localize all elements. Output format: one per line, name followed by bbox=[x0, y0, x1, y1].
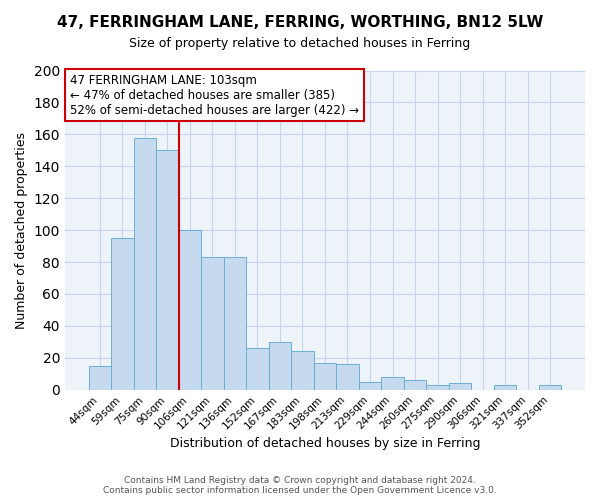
Bar bbox=[494, 385, 517, 390]
Bar bbox=[381, 377, 404, 390]
X-axis label: Distribution of detached houses by size in Ferring: Distribution of detached houses by size … bbox=[170, 437, 480, 450]
Bar bbox=[111, 238, 134, 390]
Bar bbox=[246, 348, 269, 390]
Bar bbox=[269, 342, 291, 390]
Bar bbox=[449, 384, 472, 390]
Text: 47, FERRINGHAM LANE, FERRING, WORTHING, BN12 5LW: 47, FERRINGHAM LANE, FERRING, WORTHING, … bbox=[57, 15, 543, 30]
Bar bbox=[224, 257, 246, 390]
Y-axis label: Number of detached properties: Number of detached properties bbox=[15, 132, 28, 328]
Bar bbox=[179, 230, 201, 390]
Text: 47 FERRINGHAM LANE: 103sqm
← 47% of detached houses are smaller (385)
52% of sem: 47 FERRINGHAM LANE: 103sqm ← 47% of deta… bbox=[70, 74, 359, 116]
Bar bbox=[336, 364, 359, 390]
Bar bbox=[314, 362, 336, 390]
Bar bbox=[89, 366, 111, 390]
Bar bbox=[291, 352, 314, 390]
Bar bbox=[134, 138, 156, 390]
Text: Contains HM Land Registry data © Crown copyright and database right 2024.
Contai: Contains HM Land Registry data © Crown c… bbox=[103, 476, 497, 495]
Text: Size of property relative to detached houses in Ferring: Size of property relative to detached ho… bbox=[130, 38, 470, 51]
Bar bbox=[404, 380, 426, 390]
Bar bbox=[156, 150, 179, 390]
Bar bbox=[201, 257, 224, 390]
Bar bbox=[359, 382, 381, 390]
Bar bbox=[426, 385, 449, 390]
Bar bbox=[539, 385, 562, 390]
